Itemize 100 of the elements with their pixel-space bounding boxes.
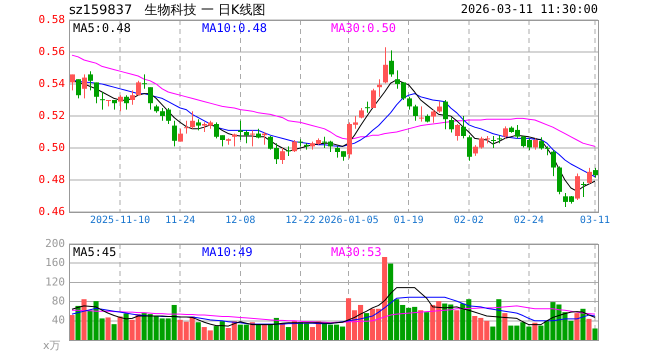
- candlestick: [575, 172, 580, 200]
- bar: [256, 324, 261, 340]
- candlestick: [118, 94, 123, 112]
- bar: [424, 312, 430, 340]
- candlestick: [244, 130, 249, 144]
- text: MA5:0.48: [73, 21, 131, 35]
- x-tick-label: 2026-01-05: [318, 215, 379, 227]
- candlestick: [551, 150, 556, 177]
- candlestick: [184, 120, 189, 134]
- y-tick-label: 160: [45, 256, 65, 270]
- text: MA10:0.48: [202, 21, 268, 35]
- bar: [286, 327, 291, 340]
- candlestick: [178, 128, 183, 142]
- bar: [418, 310, 424, 340]
- candlestick: [389, 50, 394, 78]
- candlestick: [461, 116, 466, 139]
- y-tick-label: 0.50: [38, 140, 65, 154]
- candlestick: [286, 146, 291, 156]
- bar: [106, 317, 111, 340]
- text: MA30:53: [331, 245, 382, 259]
- candlestick: [100, 92, 105, 110]
- candlestick: [148, 86, 153, 110]
- candlestick: [407, 96, 412, 110]
- y-tick-label: 0.52: [38, 108, 65, 122]
- text: 2026-03-11 11:30:00: [460, 2, 598, 16]
- candlestick: [449, 117, 454, 133]
- candlestick: [262, 132, 267, 146]
- text: MA30:0.50: [331, 21, 396, 35]
- bar: [196, 322, 201, 340]
- chart-title: sz159837 生物科技 一 日K线图: [69, 2, 266, 19]
- x-tick-label: 02-24: [514, 215, 544, 227]
- y-tick-label: 40: [52, 314, 65, 327]
- y-tick-label: 120: [45, 275, 65, 288]
- x-tick-label: 11-24: [165, 215, 196, 227]
- bar: [124, 314, 129, 340]
- bar: [118, 316, 123, 340]
- candlestick: [94, 82, 99, 104]
- candlestick: [455, 124, 460, 142]
- candlestick: [383, 46, 388, 84]
- candlestick: [359, 108, 364, 119]
- text: MA10:49: [202, 245, 253, 259]
- text: MA5:45: [73, 245, 116, 259]
- y-tick-label: 0.46: [38, 204, 65, 218]
- y-tick-label: 0.54: [38, 76, 66, 90]
- bar: [112, 324, 117, 340]
- x-tick-label: 2025-11-10: [90, 215, 150, 227]
- candlestick: [467, 134, 472, 162]
- candlestick: [503, 126, 508, 139]
- y-tick-label: 0.58: [38, 12, 65, 26]
- candlestick: [256, 128, 261, 139]
- x-tick-label: 02-02: [454, 215, 484, 227]
- candlestick: [431, 109, 436, 124]
- bar: [81, 299, 87, 340]
- y-tick-label: 0.48: [38, 172, 65, 186]
- candlestick: [196, 118, 201, 131]
- bar: [364, 313, 370, 340]
- bar: [592, 328, 598, 340]
- bar: [250, 322, 255, 340]
- candlestick: [491, 136, 496, 148]
- candlestick: [142, 74, 147, 90]
- candlestick: [413, 104, 418, 122]
- candlestick: [533, 138, 538, 150]
- y-tick-label: 0.56: [38, 44, 65, 58]
- candlestick: [136, 80, 141, 96]
- candlestick: [250, 130, 255, 147]
- candlestick: [581, 181, 586, 198]
- candlestick: [437, 101, 442, 114]
- x-tick-label: 03-11: [580, 215, 610, 227]
- bar: [262, 324, 267, 340]
- candlestick: [371, 88, 376, 108]
- candlestick: [76, 78, 81, 99]
- candlestick: [190, 110, 195, 130]
- candlestick: [365, 101, 370, 114]
- bar: [280, 324, 285, 340]
- candlestick: [112, 100, 117, 110]
- bar: [532, 322, 538, 340]
- bar: [586, 318, 592, 340]
- candlestick: [130, 90, 135, 106]
- candlestick: [587, 167, 592, 184]
- candlestick: [298, 138, 303, 147]
- candlestick: [593, 167, 598, 178]
- y-tick-label: 80: [52, 294, 65, 308]
- candlestick: [70, 74, 75, 91]
- candlestick: [232, 133, 237, 147]
- candlestick: [238, 120, 243, 140]
- candlestick: [419, 106, 424, 122]
- candlestick: [292, 140, 297, 152]
- candlestick: [124, 94, 129, 110]
- x-tick-label: 01-19: [394, 215, 424, 227]
- bar: [574, 313, 580, 340]
- x-tick-label: 12-22: [285, 215, 316, 227]
- x-tick-label: 12-08: [225, 215, 256, 227]
- candlestick: [443, 100, 448, 130]
- y-tick-label: 200: [45, 236, 65, 250]
- candlestick: [172, 120, 177, 147]
- candlestick: [82, 74, 87, 99]
- candlestick: [88, 70, 93, 91]
- candlestick: [280, 148, 285, 164]
- bar: [502, 313, 508, 340]
- bar: [454, 310, 460, 340]
